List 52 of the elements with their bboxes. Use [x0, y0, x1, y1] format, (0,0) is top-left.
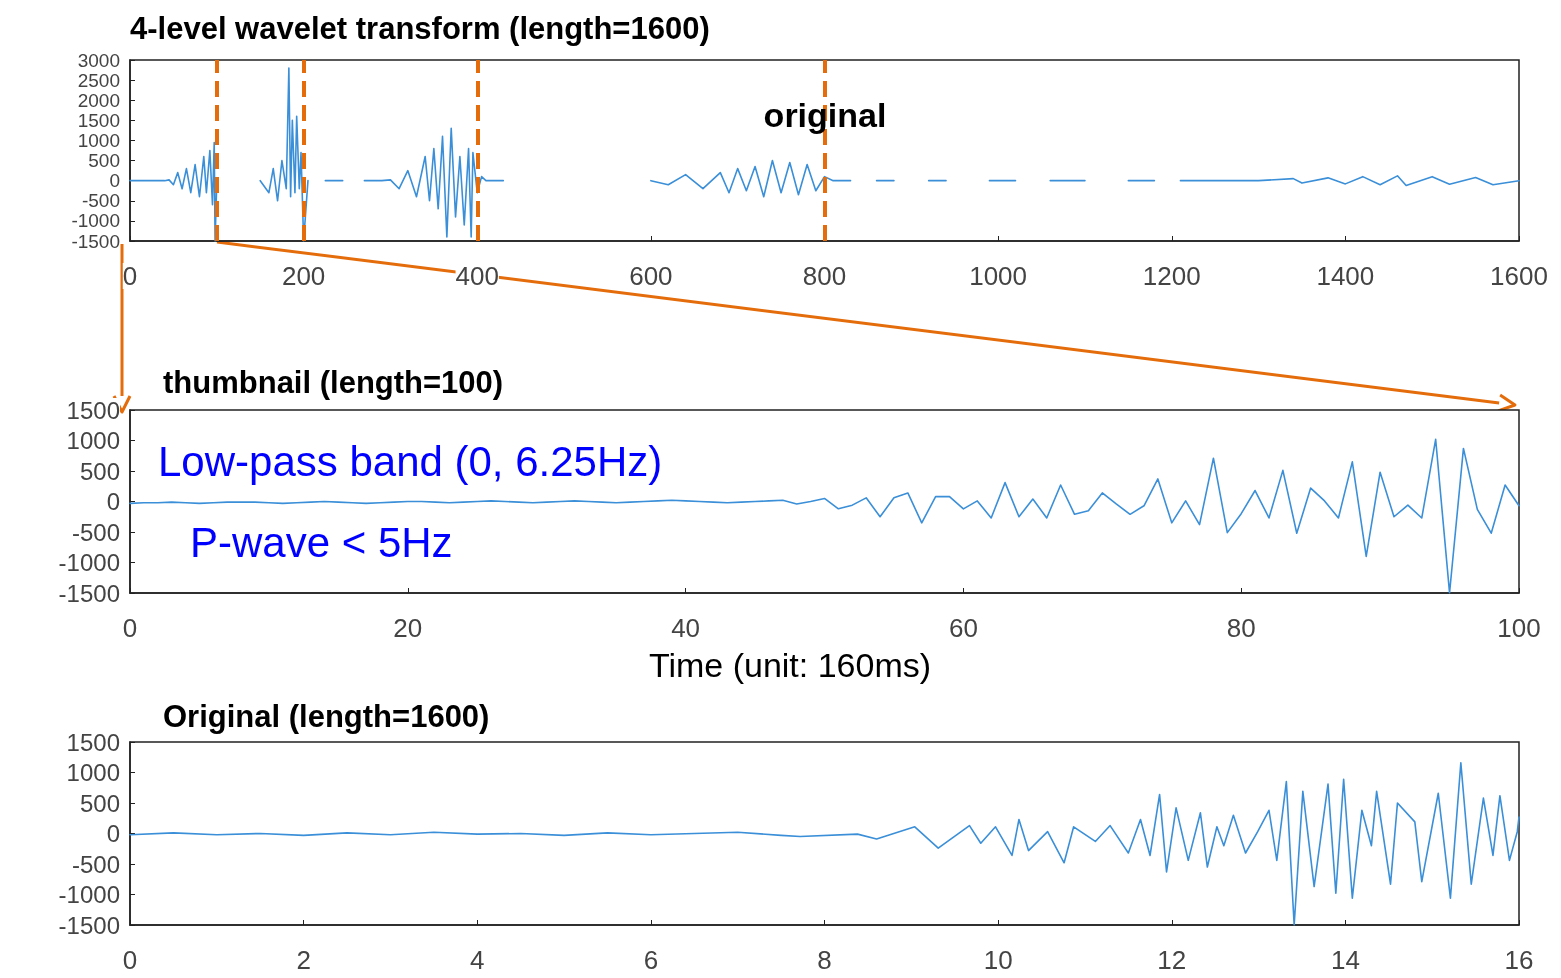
- y-tick-label: -1500: [58, 579, 120, 607]
- x-tick-label: 10: [983, 945, 1013, 975]
- y-tick-label: 1500: [66, 728, 120, 756]
- y-tick-label: -1000: [58, 549, 120, 576]
- chart-title: Original (length=1600): [163, 699, 490, 734]
- x-tick-label: 2: [296, 945, 311, 975]
- chart-title: 4-level wavelet transform (length=1600): [130, 11, 710, 46]
- x-tick-label: 20: [393, 613, 423, 643]
- y-tick-label: 2500: [77, 69, 120, 91]
- y-tick-label: 500: [79, 457, 120, 485]
- chart-title: thumbnail (length=100): [163, 365, 504, 400]
- x-tick-label: 60: [948, 613, 978, 643]
- y-tick-label: 3000: [77, 49, 120, 71]
- x-tick-label: 1600: [1490, 261, 1548, 291]
- y-tick-label: 1000: [77, 129, 120, 151]
- y-tick-label: 0: [106, 488, 120, 515]
- x-tick-label: 16: [1504, 945, 1534, 975]
- y-tick-label: -500: [71, 850, 120, 878]
- x-tick-label: 14: [1330, 945, 1360, 975]
- y-tick-label: -1000: [71, 210, 120, 232]
- x-tick-label: 8: [817, 945, 832, 975]
- y-tick-label: -500: [81, 190, 120, 212]
- y-tick-label: -500: [71, 518, 120, 546]
- y-tick-label: 0: [106, 820, 120, 847]
- x-tick-label: 800: [802, 261, 847, 291]
- y-tick-label: -1500: [58, 911, 120, 939]
- x-tick-label: 400: [455, 261, 499, 291]
- x-tick-label: 100: [1497, 613, 1541, 643]
- x-tick-label: 1400: [1316, 261, 1375, 291]
- x-tick-label: 4: [470, 945, 485, 975]
- x-tick-label: 80: [1226, 613, 1256, 643]
- y-tick-label: -1500: [71, 230, 120, 252]
- annotation: original: [763, 96, 887, 134]
- y-tick-label: 1500: [77, 109, 120, 131]
- x-tick-label: 1200: [1142, 261, 1201, 291]
- y-tick-label: 500: [88, 150, 120, 172]
- y-tick-label: 0: [109, 170, 120, 192]
- y-tick-label: 1000: [66, 427, 120, 454]
- y-tick-label: 1500: [66, 396, 120, 424]
- y-tick-label: -1000: [58, 881, 120, 908]
- x-tick-label: 40: [671, 613, 701, 643]
- x-tick-label: 12: [1157, 945, 1187, 975]
- x-tick-label: 1000: [969, 261, 1028, 291]
- y-tick-label: 1000: [66, 759, 120, 786]
- x-tick-label: 600: [629, 261, 673, 291]
- y-tick-label: 2000: [77, 89, 120, 111]
- x-tick-label: 6: [643, 945, 659, 975]
- y-tick-label: 500: [79, 789, 120, 817]
- annotation: P-wave < 5Hz: [190, 518, 453, 566]
- annotation: Low-pass band (0, 6.25Hz): [158, 437, 663, 485]
- x-axis-title: Time (unit: 160ms): [648, 646, 932, 684]
- x-tick-label: 200: [281, 261, 326, 291]
